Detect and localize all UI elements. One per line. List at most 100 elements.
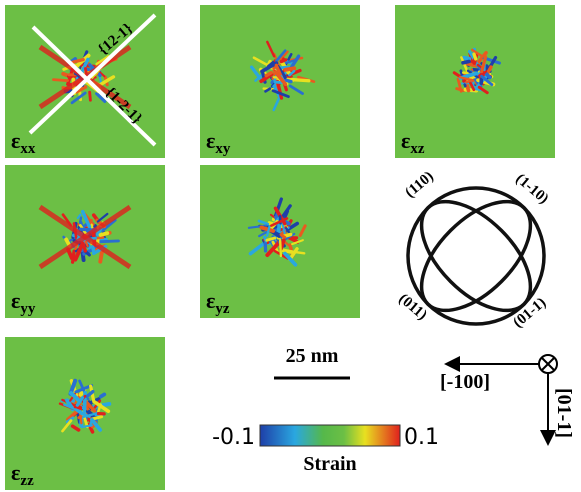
strain-speckle <box>271 89 290 99</box>
strain-speckle <box>84 67 88 75</box>
strain-speckle <box>63 403 78 411</box>
panel-subscript: yy <box>20 301 36 317</box>
strain-speckle <box>85 389 95 399</box>
strain-speckle <box>61 419 73 433</box>
strain-speckle <box>274 70 288 86</box>
panel-symbol: ε <box>206 288 215 313</box>
strain-speckle <box>270 217 289 227</box>
strain-speckle <box>257 219 270 226</box>
plane-label: (011) <box>395 291 430 324</box>
strain-speckle <box>70 249 76 264</box>
strain-speckle <box>82 411 99 419</box>
strain-speckle <box>462 55 472 61</box>
strain-speckle <box>285 75 293 79</box>
strain-speckle <box>93 400 111 414</box>
strain-speckle <box>61 213 73 227</box>
strain-speckle <box>265 241 281 258</box>
great-circle <box>419 199 533 313</box>
strain-speckle <box>95 92 107 103</box>
into-page-symbol <box>541 357 555 371</box>
strain-speckle <box>289 54 301 70</box>
strain-speckle <box>70 424 81 432</box>
strain-speckle <box>266 40 276 58</box>
strain-speckle <box>278 238 283 258</box>
strain-speckle <box>461 59 471 65</box>
panel-symbol: ε <box>401 128 410 153</box>
strain-speckle <box>73 241 85 262</box>
panel-label: εxx <box>11 128 36 157</box>
strain-speckle <box>290 77 311 83</box>
colorbar-label: Strain <box>303 453 356 475</box>
strain-speckle <box>90 245 96 254</box>
colorbar-max: 0.1 <box>404 425 439 450</box>
strain-arm <box>38 204 132 270</box>
strain-speckle <box>480 55 488 74</box>
panel-subscript: zz <box>20 473 34 489</box>
panel-subscript: yz <box>215 301 230 317</box>
axis-label: [01-1] <box>553 388 575 438</box>
strain-speckle <box>283 66 297 72</box>
strain-speckle <box>260 61 279 74</box>
strain-speckle <box>80 424 93 429</box>
strain-speckle <box>288 69 296 77</box>
strain-speckle <box>80 209 92 229</box>
strain-speckle <box>76 213 82 220</box>
strain-speckle <box>265 236 277 242</box>
panel-label: εyy <box>11 288 36 317</box>
strain-speckle <box>460 56 470 74</box>
strain-speckle <box>88 90 92 102</box>
strain-speckle <box>480 74 494 87</box>
strain-speckle <box>275 49 287 63</box>
strain-speckle <box>69 391 80 402</box>
strain-speckle <box>52 78 69 82</box>
strain-speckle <box>477 85 489 95</box>
stereogram <box>406 186 546 326</box>
strain-speckle <box>458 76 473 82</box>
panel-label: εzz <box>11 460 34 489</box>
strain-speckle <box>279 233 287 239</box>
strain-speckle <box>75 396 85 407</box>
panel-symbol: ε <box>11 460 20 485</box>
strain-speckle <box>288 84 304 95</box>
strain-speckle <box>468 79 476 92</box>
scale-bar-label: 25 nm <box>286 345 339 367</box>
panel-symbol: ε <box>11 128 20 153</box>
strain-speckle <box>472 52 478 61</box>
strain-speckle <box>99 392 107 399</box>
panel-label: εxy <box>206 128 231 157</box>
strain-speckle <box>279 50 289 61</box>
strain-speckle <box>281 248 294 254</box>
strain-speckle <box>101 218 117 233</box>
strain-speckle <box>291 239 304 246</box>
plane-trace <box>28 13 157 135</box>
strain-speckle <box>248 241 266 256</box>
plane-label: (110) <box>402 168 437 201</box>
strain-speckle <box>90 415 104 421</box>
strain-speckle <box>259 225 276 233</box>
strain-speckle <box>70 91 87 105</box>
strain-speckle <box>283 251 298 267</box>
strain-speckle <box>96 212 109 223</box>
strain-speckle <box>275 79 284 100</box>
strain-speckle <box>98 239 120 244</box>
panel-subscript: xz <box>410 141 425 157</box>
strain-speckle <box>264 87 272 93</box>
great-circle <box>419 199 533 313</box>
axis-label: [-100] <box>440 371 490 393</box>
strain-speckle <box>98 75 116 87</box>
panel-label: εxz <box>401 128 425 157</box>
strain-speckle <box>64 237 72 248</box>
plane-trace <box>31 25 157 147</box>
panel-symbol: ε <box>206 128 215 153</box>
strain-speckle <box>285 227 291 235</box>
strain-speckle <box>279 58 288 64</box>
strain-speckle <box>98 231 110 237</box>
strain-speckle <box>98 70 106 78</box>
strain-speckle <box>456 77 463 93</box>
strain-speckle <box>264 71 273 78</box>
axes-glyph <box>444 354 558 446</box>
panel-subscript: xx <box>20 141 36 157</box>
strain-speckle <box>249 65 264 83</box>
strain-speckle <box>474 50 488 67</box>
